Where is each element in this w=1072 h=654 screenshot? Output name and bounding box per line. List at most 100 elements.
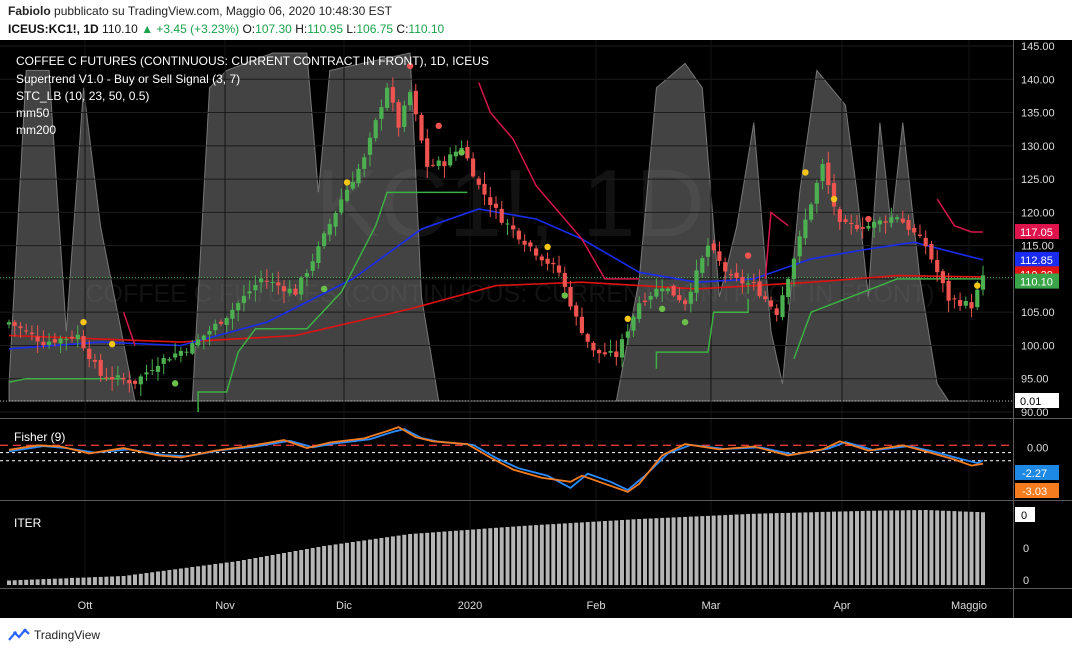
candle-body[interactable] [41,341,46,346]
candle-body[interactable] [780,295,785,318]
candle-body[interactable] [912,227,917,233]
candle-body[interactable] [155,365,161,372]
candle-body[interactable] [29,332,34,335]
candle-body[interactable] [556,265,562,273]
candle-body[interactable] [591,342,596,351]
candle-body[interactable] [173,353,178,358]
candle-body[interactable] [648,296,653,300]
candle-body[interactable] [688,291,693,304]
fisher-title[interactable]: Fisher (9) [14,430,65,444]
candle-body[interactable] [390,87,395,103]
candle-body[interactable] [448,154,453,166]
candle-body[interactable] [969,302,974,309]
candle-body[interactable] [356,168,361,184]
candle-body[interactable] [87,348,92,359]
candles[interactable] [6,77,986,397]
candle-body[interactable] [768,300,774,307]
candle-body[interactable] [115,375,120,378]
candle-body[interactable] [677,295,682,301]
candle-body[interactable] [161,358,166,364]
candle-body[interactable] [471,158,476,177]
candle-body[interactable] [333,212,338,227]
candle-body[interactable] [900,218,905,223]
candle-body[interactable] [132,380,138,384]
candle-body[interactable] [58,338,63,344]
candle-body[interactable] [975,289,980,308]
candle-body[interactable] [746,283,751,285]
candle-body[interactable] [350,182,355,189]
candle-body[interactable] [952,298,957,300]
candle-body[interactable] [213,323,218,331]
candle-body[interactable] [419,115,424,141]
candle-body[interactable] [608,350,613,353]
candle-body[interactable] [505,223,510,225]
candle-body[interactable] [568,286,573,307]
candle-body[interactable] [339,199,344,213]
iter-pane[interactable]: ITER 0000 [7,507,1035,587]
candle-body[interactable] [654,288,659,297]
candle-body[interactable] [281,286,287,292]
candle-body[interactable] [637,303,642,319]
candle-body[interactable] [872,221,877,228]
candle-body[interactable] [917,234,923,236]
candle-body[interactable] [167,359,172,361]
price-axis[interactable]: 145.00 140.00 135.00 130.00 125.00 120.00 115.… [1015,41,1059,419]
candle-body[interactable] [528,242,533,247]
candle-body[interactable] [895,217,900,220]
candle-body[interactable] [723,262,728,272]
candle-body[interactable] [516,230,521,240]
candle-body[interactable] [694,270,699,293]
time-axis[interactable]: Ott Nov Dic 2020 Feb Mar Apr Maggio [78,600,987,612]
candle-body[interactable] [906,220,911,230]
candle-body[interactable] [751,282,756,284]
candle-body[interactable] [935,260,940,273]
candle-body[interactable] [35,336,40,342]
candle-body[interactable] [728,274,733,276]
candle-body[interactable] [287,288,292,294]
candle-body[interactable] [138,376,143,385]
candle-body[interactable] [304,273,309,277]
candle-body[interactable] [705,245,711,257]
candle-body[interactable] [700,258,705,273]
symbol-label[interactable]: ICEUS:KC1!, 1D [8,22,99,36]
candle-body[interactable] [929,244,934,260]
candle-body[interactable] [683,300,688,305]
candle-body[interactable] [849,223,854,224]
candle-body[interactable] [757,281,762,296]
candle-body[interactable] [81,336,86,349]
legend-mm50[interactable]: mm50 [16,106,50,120]
candle-body[interactable] [837,209,842,222]
candle-body[interactable] [539,256,544,261]
candle-body[interactable] [482,183,487,195]
candle-body[interactable] [12,322,17,326]
candle-body[interactable] [75,334,80,340]
candle-body[interactable] [110,377,115,380]
candle-body[interactable] [642,300,648,302]
legend-mm200[interactable]: mm200 [16,123,56,137]
candle-body[interactable] [889,217,894,223]
candle-body[interactable] [127,380,132,384]
candle-body[interactable] [854,224,860,229]
candle-body[interactable] [144,372,149,375]
fisher-pane[interactable]: Fisher (9) 0.00 -2.27 -3.03 [0,426,1059,498]
candle-body[interactable] [18,326,23,329]
candle-body[interactable] [6,322,12,325]
candle-body[interactable] [963,301,968,306]
candle-body[interactable] [488,197,493,205]
candle-body[interactable] [940,271,945,284]
author-name[interactable]: Fabiolo [8,4,51,18]
candle-body[interactable] [860,227,865,229]
candle-body[interactable] [511,225,516,230]
candle-body[interactable] [224,318,229,325]
candle-body[interactable] [92,360,97,362]
candle-body[interactable] [545,258,550,264]
candle-body[interactable] [425,138,430,167]
candle-body[interactable] [551,262,556,265]
candle-body[interactable] [499,208,504,223]
candle-body[interactable] [69,336,75,339]
candle-body[interactable] [247,291,252,294]
candle-body[interactable] [946,280,951,301]
candle-body[interactable] [322,233,327,246]
chart-area[interactable]: KC1!, 1D COFFEE C FUTURES (CONTINUOUS: C… [0,40,1072,618]
candle-body[interactable] [665,288,670,292]
